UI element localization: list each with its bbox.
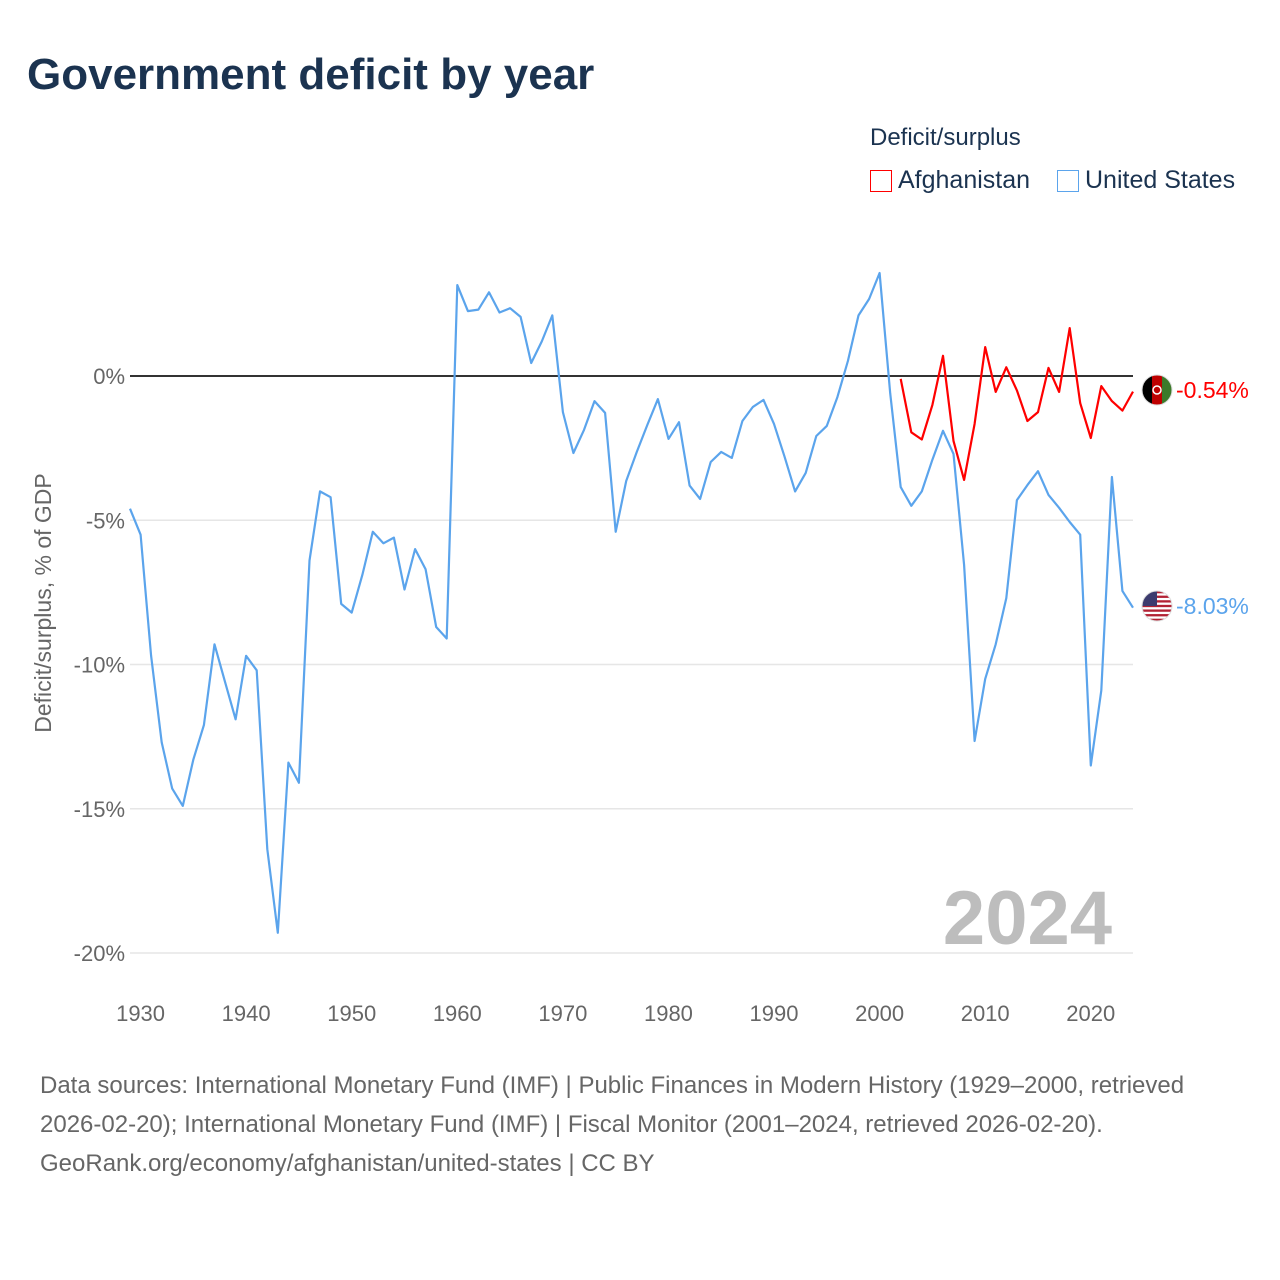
x-tick-label: 1940 <box>222 1001 271 1026</box>
x-tick-label: 1950 <box>327 1001 376 1026</box>
legend-item-united-states[interactable]: United States <box>1057 166 1235 195</box>
x-tick-label: 1960 <box>433 1001 482 1026</box>
x-tick-label: 1970 <box>538 1001 587 1026</box>
legend-swatch-united-states <box>1057 169 1079 192</box>
legend-label: Afghanistan <box>898 166 1031 194</box>
y-tick-label: -10% <box>74 653 125 678</box>
year-watermark: 2024 <box>943 876 1112 961</box>
legend-label: United States <box>1085 166 1236 194</box>
y-tick-label: -15% <box>74 797 125 822</box>
flag-afghanistan-icon <box>1141 374 1173 406</box>
x-tick-label: 2020 <box>1066 1001 1115 1026</box>
end-value-label-united-states: -8.03% <box>1176 593 1249 619</box>
data-sources: Data sources: International Monetary Fun… <box>40 1072 1185 1138</box>
credit-link[interactable]: GeoRank.org/economy/afghanistan/united-s… <box>40 1150 655 1177</box>
flag-united-states-icon <box>1141 590 1173 622</box>
y-axis-label: Deficit/surplus, % of GDP <box>30 473 56 732</box>
x-tick-label: 1930 <box>116 1001 165 1026</box>
x-tick-label: 1990 <box>750 1001 799 1026</box>
footer: Data sources: International Monetary Fun… <box>40 1066 1250 1183</box>
x-tick-label: 2010 <box>961 1001 1010 1026</box>
series-line-afghanistan <box>899 327 1134 481</box>
legend-title: Deficit/surplus <box>870 124 1021 151</box>
y-tick-label: 0% <box>93 364 125 389</box>
page-title: Government deficit by year <box>27 50 595 99</box>
x-tick-label: 2000 <box>855 1001 904 1026</box>
end-value-label-afghanistan: -0.54% <box>1176 377 1249 403</box>
legend-swatch-afghanistan <box>870 169 892 192</box>
x-tick-label: 1980 <box>644 1001 693 1026</box>
series-line-united-states <box>128 271 1134 934</box>
legend-item-afghanistan[interactable]: Afghanistan <box>870 166 1030 195</box>
y-tick-label: -20% <box>74 941 125 966</box>
y-tick-label: -5% <box>86 508 125 533</box>
